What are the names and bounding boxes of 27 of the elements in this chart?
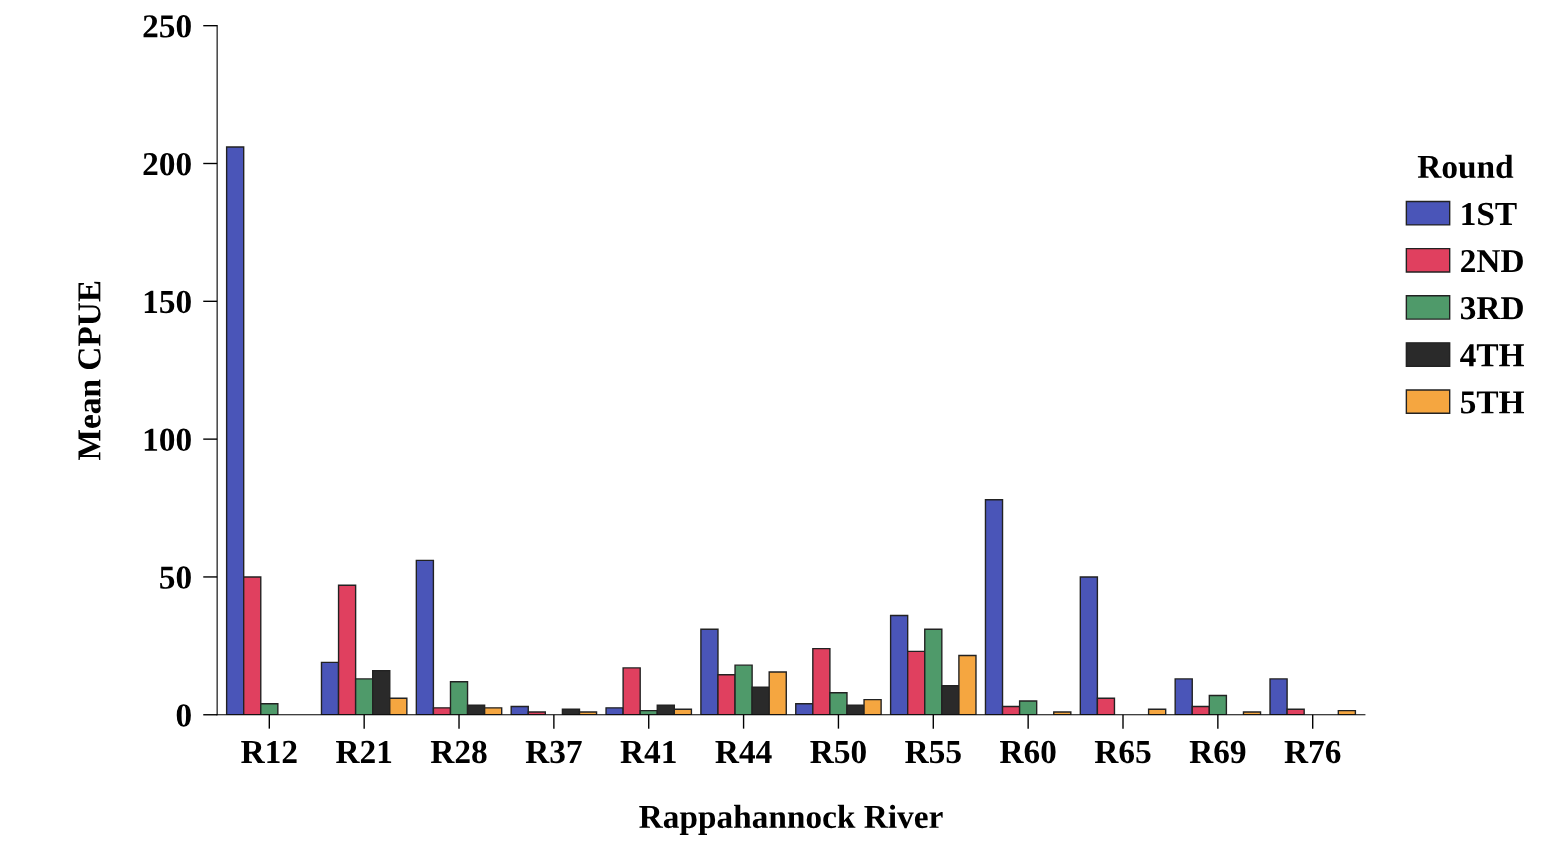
legend-label: 2ND: [1461, 249, 1523, 273]
x-tick-label: R65: [1094, 740, 1151, 764]
x-tick-label: R69: [1189, 740, 1246, 764]
x-tick-label: R41: [620, 740, 676, 763]
legend-label: 1ST: [1462, 202, 1517, 226]
legend-label: 4TH: [1460, 344, 1524, 367]
x-tick-label: R55: [905, 741, 961, 764]
y-tick-label: 150: [144, 290, 191, 314]
y-tick-label: 50: [160, 566, 191, 589]
legend-title: Round: [1417, 154, 1514, 179]
x-tick-label: R12: [241, 740, 297, 763]
y-tick-label: 0: [176, 704, 191, 727]
bar: [1053, 711, 1072, 715]
y-tick-label: 200: [143, 152, 191, 176]
legend-label: 5TH: [1461, 391, 1524, 414]
x-tick-label: R21: [336, 740, 392, 763]
y-tick-label: 100: [144, 428, 191, 452]
legend-label: 3RD: [1460, 297, 1523, 320]
x-tick-label: R50: [810, 740, 866, 764]
x-tick-label: R60: [1000, 740, 1056, 764]
y-tick-label: 250: [143, 15, 191, 38]
x-tick-label: R44: [715, 740, 772, 763]
x-tick-label: R37: [525, 740, 582, 764]
y-axis-title: Mean CPUE: [78, 281, 101, 460]
x-axis-title: Rappahannock River: [639, 804, 943, 835]
x-tick-label: R28: [430, 740, 487, 764]
x-tick-label: R76: [1284, 740, 1341, 764]
